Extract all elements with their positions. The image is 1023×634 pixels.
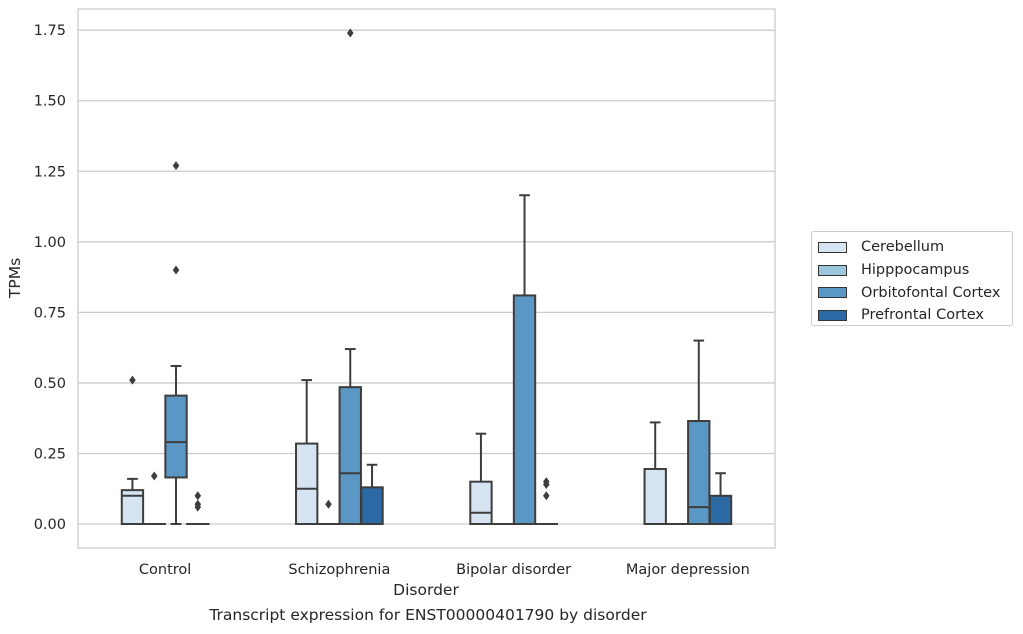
box-0-2 bbox=[469, 432, 493, 526]
outlier-point bbox=[325, 499, 332, 509]
y-tick-label: 0.50 bbox=[34, 376, 66, 392]
box-2-3 bbox=[687, 339, 711, 526]
box-body bbox=[687, 420, 711, 526]
legend-label: Hipppocampus bbox=[861, 262, 970, 279]
outlier-point bbox=[542, 480, 550, 490]
box-body bbox=[512, 294, 537, 526]
legend-swatch bbox=[818, 287, 847, 299]
outlier-point bbox=[129, 375, 136, 385]
x-tick-label: Control bbox=[139, 562, 191, 578]
y-tick-label: 0.00 bbox=[34, 517, 66, 533]
y-tick-label: 1.50 bbox=[34, 94, 66, 110]
box-body bbox=[295, 442, 319, 526]
plot-area-frame bbox=[77, 8, 776, 549]
box-0-3 bbox=[643, 421, 667, 526]
box-1-1 bbox=[316, 499, 341, 526]
legend-item-hippocampus: Hipppocampus bbox=[818, 259, 1012, 282]
box-0-1 bbox=[295, 379, 319, 526]
y-tick-label: 1.75 bbox=[34, 23, 66, 39]
chart-caption: Transcript expression for ENST0000040179… bbox=[209, 606, 647, 624]
outlier-point bbox=[542, 491, 550, 501]
boxes bbox=[120, 28, 733, 526]
y-tick-label: 0.25 bbox=[34, 446, 66, 462]
outlier-point bbox=[172, 265, 180, 275]
box-body bbox=[708, 494, 733, 526]
box-body bbox=[120, 489, 145, 526]
x-tick-label: Major depression bbox=[626, 562, 750, 578]
legend-swatch bbox=[818, 264, 847, 276]
box-1-0 bbox=[142, 471, 166, 526]
legend-label: Orbitofontal Cortex bbox=[861, 284, 1001, 301]
y-tick-label: 1.25 bbox=[34, 164, 66, 180]
legend-item-orbitofrontal-cortex: Orbitofontal Cortex bbox=[818, 281, 1012, 304]
box-0-0 bbox=[120, 375, 145, 526]
box-3-0 bbox=[186, 491, 210, 526]
legend-swatch bbox=[818, 241, 847, 253]
x-axis-ticks: Control Schizophrenia Bipolar disorder Majo… bbox=[139, 562, 750, 578]
y-tick-label: 0.75 bbox=[34, 305, 66, 321]
box-2-2 bbox=[512, 194, 537, 526]
box-body bbox=[469, 480, 493, 526]
outlier-point bbox=[346, 28, 354, 38]
outlier-point bbox=[194, 491, 202, 501]
box-body bbox=[643, 467, 667, 526]
outlier-point bbox=[150, 471, 158, 481]
box-body bbox=[164, 394, 188, 479]
box-2-1 bbox=[338, 28, 362, 526]
y-axis-label: TPMs bbox=[6, 258, 24, 299]
outlier-point bbox=[172, 161, 180, 171]
box-3-2 bbox=[534, 477, 558, 526]
legend-label: Prefrontal Cortex bbox=[861, 307, 984, 324]
box-2-0 bbox=[164, 161, 188, 526]
x-axis-label: Disorder bbox=[393, 581, 459, 599]
legend-item-cerebellum: Cerebellum bbox=[818, 236, 1012, 259]
legend-swatch bbox=[818, 309, 847, 321]
outlier-point bbox=[194, 502, 202, 512]
y-tick-label: 1.00 bbox=[34, 235, 66, 251]
box-3-3 bbox=[708, 472, 733, 526]
legend-label: Cerebellum bbox=[861, 239, 945, 256]
x-tick-label: Schizophrenia bbox=[288, 562, 390, 578]
box-3-1 bbox=[360, 463, 384, 526]
grid-lines bbox=[78, 29, 775, 525]
y-axis-ticks: 0.00 0.25 0.50 0.75 1.00 1.25 1.50 1.75 bbox=[34, 23, 66, 533]
x-tick-label: Bipolar disorder bbox=[456, 562, 571, 578]
legend-item-prefrontal-cortex: Prefrontal Cortex bbox=[818, 304, 1012, 327]
legend: Cerebellum Hipppocampus Orbitofontal Cor… bbox=[811, 231, 1013, 326]
box-body bbox=[338, 386, 362, 526]
box-body bbox=[360, 486, 384, 526]
